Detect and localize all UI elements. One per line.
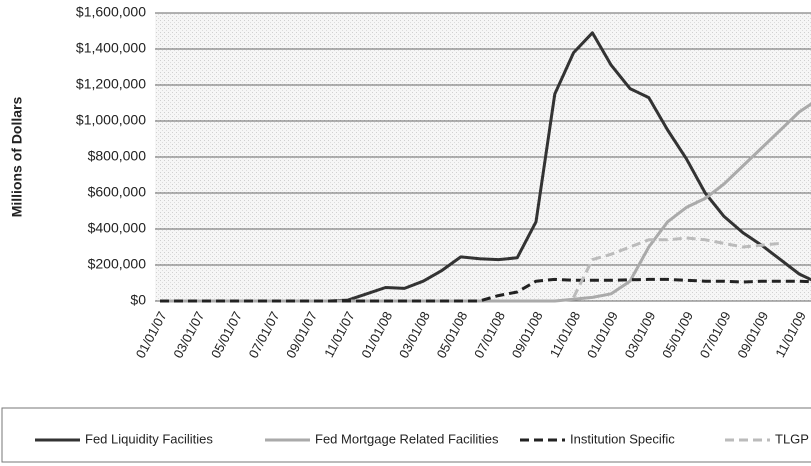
series-line xyxy=(160,102,811,303)
x-tick-label: 07/01/09 xyxy=(697,309,734,361)
y-tick-label: $1,600,000 xyxy=(76,4,146,20)
y-tick-label: $1,400,000 xyxy=(76,40,146,56)
y-tick-label: $400,000 xyxy=(88,220,147,236)
series-group xyxy=(160,31,811,303)
x-tick-label: 01/01/08 xyxy=(358,309,395,361)
series-line xyxy=(160,277,811,303)
y-axis-title: Millions of Dollars xyxy=(9,97,25,218)
x-tick-label: 09/01/09 xyxy=(734,309,771,361)
x-tick-label: 07/01/08 xyxy=(471,309,508,361)
x-tick-label: 05/01/09 xyxy=(659,309,696,361)
x-tick-label: 09/01/07 xyxy=(283,309,320,361)
x-tick-label: 01/01/07 xyxy=(133,309,170,361)
y-tick-label: $600,000 xyxy=(88,184,147,200)
x-tick-label: 03/01/09 xyxy=(621,309,658,361)
legend-label: Fed Liquidity Facilities xyxy=(85,431,213,446)
y-tick-label: $1,000,000 xyxy=(76,112,146,128)
y-tick-label: $1,200,000 xyxy=(76,76,146,92)
legend-box xyxy=(1,407,811,463)
x-tick-label: 03/01/07 xyxy=(170,309,207,361)
legend-label: Fed Mortgage Related Facilities xyxy=(315,431,499,446)
x-tick-label: 05/01/08 xyxy=(433,309,470,361)
x-tick-label: 07/01/07 xyxy=(245,309,282,361)
x-tick-label: 11/01/09 xyxy=(772,309,809,360)
x-tick-label: 11/01/08 xyxy=(547,309,584,360)
x-tick-label: 01/01/09 xyxy=(584,309,621,361)
x-tick-label: 09/01/08 xyxy=(509,309,546,361)
legend-label: TLGP xyxy=(775,431,809,446)
x-tick-label: 05/01/07 xyxy=(208,309,245,361)
x-tick-label: 11/01/07 xyxy=(321,309,358,360)
x-tick-label: 03/01/08 xyxy=(396,309,433,361)
y-tick-label: $200,000 xyxy=(88,256,147,272)
series-line xyxy=(572,236,781,299)
legend-label: Institution Specific xyxy=(570,431,675,446)
y-tick-label: $0 xyxy=(130,292,146,308)
y-tick-label: $800,000 xyxy=(88,148,147,164)
